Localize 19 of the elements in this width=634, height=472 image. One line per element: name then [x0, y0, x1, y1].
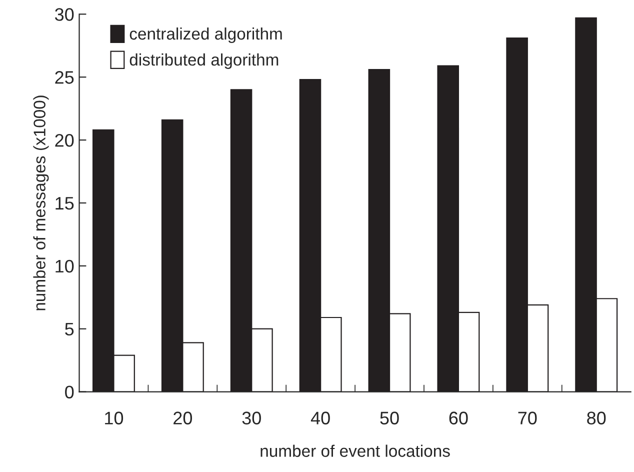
x-tick-label: 80 [587, 412, 606, 424]
y-tick-label: 10 [56, 260, 74, 273]
x-tick-label: 20 [174, 412, 192, 424]
x-tick-label: 70 [518, 412, 537, 424]
y-tick-label: 25 [55, 71, 74, 84]
y-axis-title: number of messages (x1000) [33, 96, 49, 310]
y-tick-label: 0 [65, 386, 74, 398]
y-tick-label: 15 [56, 197, 74, 210]
x-tick-label: 40 [310, 412, 330, 424]
y-tick-label: 30 [54, 8, 74, 21]
x-axis-title: number of event locations [260, 444, 450, 457]
x-tick-label: 30 [242, 412, 261, 424]
x-tick-label: 60 [449, 412, 468, 424]
y-tick-label: 5 [65, 322, 74, 336]
legend-label: distributed algorithm [130, 53, 278, 69]
y-tick-label: 20 [55, 134, 74, 147]
legend-label: centralized algorithm [130, 27, 282, 44]
x-tick-label: 10 [105, 412, 124, 424]
x-tick-label: 50 [380, 412, 399, 424]
